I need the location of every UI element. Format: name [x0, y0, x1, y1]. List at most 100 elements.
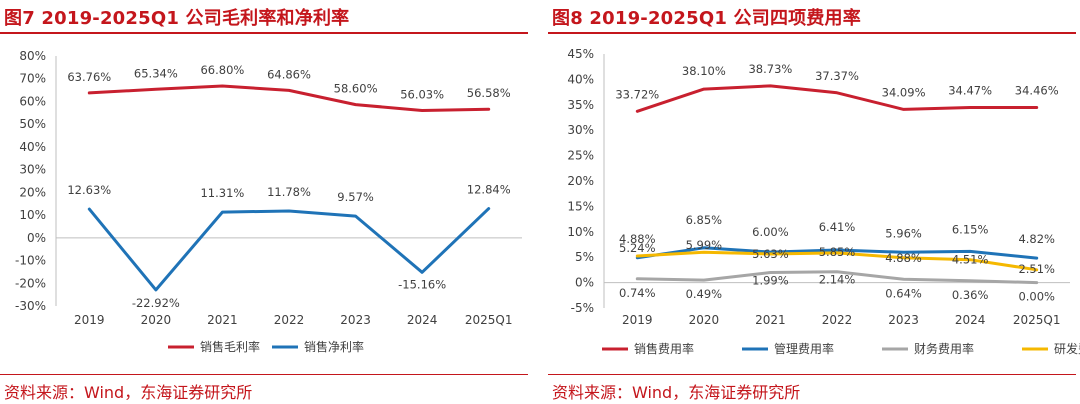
series-line-1	[87, 84, 491, 112]
data-label: 65.34%	[134, 66, 178, 80]
x-tick-label: 2021	[755, 313, 786, 327]
x-tick-label: 2024	[407, 313, 438, 327]
data-label: 34.47%	[948, 83, 992, 97]
chart-title: 图7 2019-2025Q1 公司毛利率和净利率	[4, 8, 350, 29]
chart-title: 图8 2019-2025Q1 公司四项费用率	[552, 8, 861, 29]
gross-net-margin-panel: 图7 2019-2025Q1 公司毛利率和净利率 -30% -20% -10% 0% 1…	[0, 0, 532, 404]
data-label: 33.72%	[615, 87, 659, 101]
data-label: 37.37%	[815, 69, 859, 83]
margin-line-chart: -30% -20% -10% 0% 10% 20% 30% 40% 50% 60% 70% 80% 20…	[15, 49, 522, 354]
x-tick-label: 2022	[822, 313, 853, 327]
x-tick-label: 2019	[74, 313, 105, 327]
y-tick-label: -30%	[15, 299, 46, 313]
source-note: 资料来源：Wind，东海证券研究所	[552, 383, 801, 402]
legend-label: 销售费用率	[634, 341, 694, 356]
data-label: 6.15%	[952, 222, 989, 236]
data-label: 38.73%	[748, 62, 792, 76]
y-tick-label: 40%	[567, 72, 594, 86]
x-tick-label: 2020	[141, 313, 172, 327]
data-label: 0.64%	[885, 286, 922, 300]
y-tick-label: 80%	[19, 49, 46, 63]
data-label: 4.88%	[619, 232, 656, 246]
data-label: 5.85%	[819, 245, 856, 259]
x-tick-label: 2025Q1	[1013, 313, 1061, 327]
data-label: 2.51%	[1018, 262, 1055, 276]
x-tick-label: 2023	[340, 313, 371, 327]
data-label: 0.36%	[952, 288, 989, 302]
data-label: 56.58%	[467, 86, 511, 100]
data-label: 2.14%	[819, 273, 856, 287]
data-label: 6.85%	[686, 213, 723, 227]
y-tick-label: 45%	[567, 47, 594, 61]
legend-label: 管理费用率	[774, 341, 834, 356]
legend-label: 财务费用率	[914, 341, 974, 356]
y-tick-label: 30%	[567, 123, 594, 137]
y-tick-label: 5%	[575, 250, 594, 264]
data-label: 12.84%	[467, 183, 511, 197]
data-label: 34.09%	[882, 85, 926, 99]
data-label: 58.60%	[334, 82, 378, 96]
data-label: 11.31%	[200, 186, 244, 200]
source-divider	[548, 374, 1076, 375]
series-line-1	[635, 84, 1039, 113]
x-tick-label: 2024	[955, 313, 986, 327]
y-tick-label: -5%	[571, 301, 594, 315]
y-tick-label: 10%	[567, 225, 594, 239]
data-label: 5.99%	[686, 238, 723, 252]
data-label: 4.88%	[885, 251, 922, 265]
data-label: 1.99%	[752, 273, 789, 287]
x-tick-label: 2025Q1	[465, 313, 513, 327]
series-line-4	[635, 250, 1039, 272]
data-label: 66.80%	[200, 63, 244, 77]
data-label: 9.57%	[337, 190, 374, 204]
data-label: 0.00%	[1018, 290, 1055, 304]
expense-ratio-panel: 图8 2019-2025Q1 公司四项费用率 -5% 0% 5% 10% 15% 20% 2…	[548, 0, 1080, 404]
title-divider	[0, 32, 528, 34]
data-label: -15.16%	[398, 277, 446, 291]
source-note: 资料来源：Wind，东海证券研究所	[4, 383, 253, 402]
data-label: 38.10%	[682, 64, 726, 78]
y-tick-label: 25%	[567, 149, 594, 163]
y-tick-label: 20%	[567, 174, 594, 188]
data-label: 4.82%	[1018, 232, 1055, 246]
series-line-2	[87, 207, 491, 292]
y-tick-label: 70%	[19, 72, 46, 86]
legend-label: 销售毛利率	[200, 339, 260, 354]
x-tick-label: 2022	[274, 313, 305, 327]
x-tick-label: 2023	[888, 313, 919, 327]
data-label: 64.86%	[267, 67, 311, 81]
y-tick-label: -20%	[15, 276, 46, 290]
y-tick-label: 15%	[567, 199, 594, 213]
data-label: 63.76%	[67, 70, 111, 84]
x-tick-label: 2020	[689, 313, 720, 327]
legend-label: 研发费用率	[1054, 341, 1080, 356]
title-divider	[548, 32, 1076, 34]
data-label: 11.78%	[267, 185, 311, 199]
data-label: 5.24%	[619, 241, 656, 255]
y-tick-label: 30%	[19, 163, 46, 177]
y-tick-label: 35%	[567, 98, 594, 112]
data-label: 12.63%	[67, 183, 111, 197]
data-label: 4.51%	[952, 253, 989, 267]
y-tick-label: 60%	[19, 94, 46, 108]
y-tick-label: 50%	[19, 117, 46, 131]
source-divider	[0, 374, 528, 375]
data-label: 56.03%	[400, 87, 444, 101]
x-tick-label: 2019	[622, 313, 653, 327]
series-line-2	[635, 246, 1039, 260]
y-tick-label: 0%	[27, 231, 46, 245]
data-label: 34.46%	[1015, 84, 1059, 98]
y-tick-label: 20%	[19, 185, 46, 199]
data-label: 0.49%	[686, 287, 723, 301]
data-label: 0.74%	[619, 286, 656, 300]
legend-label: 销售净利率	[304, 339, 364, 354]
data-label: 5.96%	[885, 226, 922, 240]
y-tick-label: 40%	[19, 140, 46, 154]
y-tick-label: 0%	[575, 276, 594, 290]
series-line-3	[635, 270, 1039, 285]
data-label: 6.00%	[752, 225, 789, 239]
y-tick-label: 10%	[19, 208, 46, 222]
data-label: 5.63%	[752, 247, 789, 261]
x-tick-label: 2021	[207, 313, 238, 327]
data-label: -22.92%	[132, 296, 180, 310]
